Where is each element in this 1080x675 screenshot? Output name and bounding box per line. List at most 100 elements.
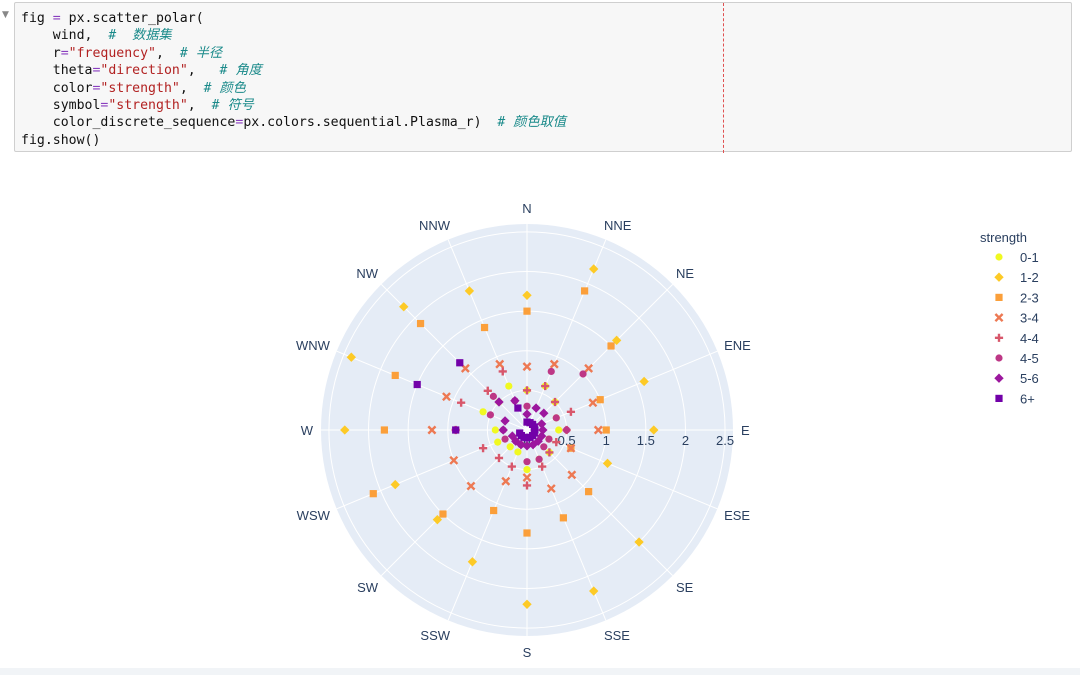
polar-scatter-chart[interactable]: NNNENEENEEESESESSESSSWSWWSWWWNWNWNNW00.5…: [0, 160, 1080, 670]
data-point[interactable]: [546, 484, 556, 494]
data-point[interactable]: [566, 443, 576, 453]
data-point[interactable]: [538, 462, 547, 471]
code-editor[interactable]: fig = px.scatter_polar( wind, # 数据集 r="f…: [14, 2, 1072, 153]
data-point[interactable]: [547, 367, 555, 376]
data-point[interactable]: [588, 398, 598, 408]
data-point[interactable]: [380, 426, 388, 434]
data-point[interactable]: [467, 557, 478, 567]
data-point[interactable]: [552, 438, 561, 447]
data-point[interactable]: [522, 362, 532, 372]
data-point[interactable]: [584, 363, 594, 373]
code-cell[interactable]: ▼ fig = px.scatter_polar( wind, # 数据集 r=…: [0, 0, 1080, 158]
data-point[interactable]: [500, 416, 510, 426]
data-point[interactable]: [506, 443, 514, 451]
legend-item-label[interactable]: 4-4: [1020, 331, 1039, 346]
data-point[interactable]: [452, 426, 460, 434]
data-point[interactable]: [523, 458, 531, 466]
data-point[interactable]: [483, 386, 492, 395]
data-point[interactable]: [585, 488, 593, 496]
data-point[interactable]: [427, 425, 437, 435]
data-point[interactable]: [456, 359, 464, 367]
data-point[interactable]: [536, 431, 547, 441]
data-point[interactable]: [522, 481, 532, 490]
data-point[interactable]: [602, 426, 610, 434]
legend-marker[interactable]: [994, 313, 1004, 323]
data-point[interactable]: [390, 479, 400, 490]
data-point[interactable]: [589, 586, 599, 596]
legend-item-label[interactable]: 2-3: [1020, 290, 1039, 305]
data-point[interactable]: [522, 473, 532, 482]
legend-item-label[interactable]: 1-2: [1020, 270, 1039, 285]
data-point[interactable]: [559, 514, 567, 522]
data-point[interactable]: [549, 359, 559, 369]
data-point[interactable]: [522, 290, 532, 300]
data-point[interactable]: [523, 466, 531, 474]
data-point[interactable]: [501, 435, 509, 443]
data-point[interactable]: [439, 510, 447, 518]
data-point[interactable]: [346, 352, 357, 362]
data-point[interactable]: [522, 441, 532, 451]
data-point[interactable]: [391, 371, 399, 380]
data-point[interactable]: [581, 287, 589, 295]
data-point[interactable]: [540, 443, 548, 451]
data-point[interactable]: [340, 425, 350, 435]
data-point[interactable]: [514, 448, 522, 456]
legend-item-label[interactable]: 6+: [1020, 391, 1035, 406]
collapse-triangle-icon[interactable]: ▼: [2, 10, 9, 20]
data-point[interactable]: [523, 402, 531, 410]
data-point[interactable]: [545, 435, 553, 443]
data-point[interactable]: [516, 429, 524, 437]
data-point[interactable]: [538, 425, 548, 435]
data-point[interactable]: [535, 455, 543, 463]
data-point[interactable]: [507, 462, 516, 471]
code-text[interactable]: fig = px.scatter_polar( wind, # 数据集 r="f…: [21, 10, 566, 149]
legend-marker[interactable]: [995, 394, 1003, 402]
legend-item-label[interactable]: 3-4: [1020, 311, 1039, 326]
data-point[interactable]: [522, 409, 532, 419]
data-point[interactable]: [399, 302, 409, 312]
data-point[interactable]: [494, 397, 504, 407]
legend-marker[interactable]: [994, 333, 1004, 342]
data-point[interactable]: [510, 396, 520, 406]
data-point[interactable]: [480, 323, 489, 332]
data-point[interactable]: [494, 438, 502, 446]
data-point[interactable]: [507, 431, 518, 441]
data-point[interactable]: [522, 599, 532, 609]
legend-item-label[interactable]: 0-1: [1020, 250, 1039, 265]
data-point[interactable]: [464, 286, 475, 296]
data-point[interactable]: [491, 426, 499, 434]
data-point[interactable]: [566, 407, 576, 416]
data-point[interactable]: [536, 419, 547, 429]
legend-marker[interactable]: [995, 293, 1003, 301]
legend-item-label[interactable]: 5-6: [1020, 371, 1039, 386]
data-point[interactable]: [479, 408, 487, 416]
data-point[interactable]: [478, 444, 488, 453]
data-point[interactable]: [495, 359, 505, 369]
data-point[interactable]: [466, 481, 476, 491]
legend-item-label[interactable]: 4-5: [1020, 351, 1039, 366]
data-point[interactable]: [563, 426, 571, 434]
legend-marker[interactable]: [995, 253, 1003, 261]
data-point[interactable]: [505, 382, 513, 390]
data-point[interactable]: [567, 470, 577, 480]
data-point[interactable]: [486, 411, 495, 419]
data-point[interactable]: [413, 380, 421, 389]
data-point[interactable]: [550, 397, 560, 407]
data-point[interactable]: [514, 404, 522, 412]
data-point[interactable]: [498, 367, 507, 376]
data-point[interactable]: [545, 448, 554, 457]
data-point[interactable]: [607, 342, 615, 350]
data-point[interactable]: [523, 529, 531, 537]
data-point[interactable]: [639, 376, 649, 387]
data-point[interactable]: [602, 458, 613, 469]
legend-marker[interactable]: [995, 354, 1003, 362]
data-point[interactable]: [522, 386, 532, 395]
data-point[interactable]: [541, 381, 550, 391]
legend-marker[interactable]: [994, 272, 1004, 282]
legend-marker[interactable]: [994, 373, 1004, 383]
data-point[interactable]: [593, 425, 603, 435]
data-point[interactable]: [649, 425, 659, 435]
data-point[interactable]: [531, 403, 541, 413]
data-point[interactable]: [579, 370, 587, 378]
data-point[interactable]: [539, 408, 549, 418]
